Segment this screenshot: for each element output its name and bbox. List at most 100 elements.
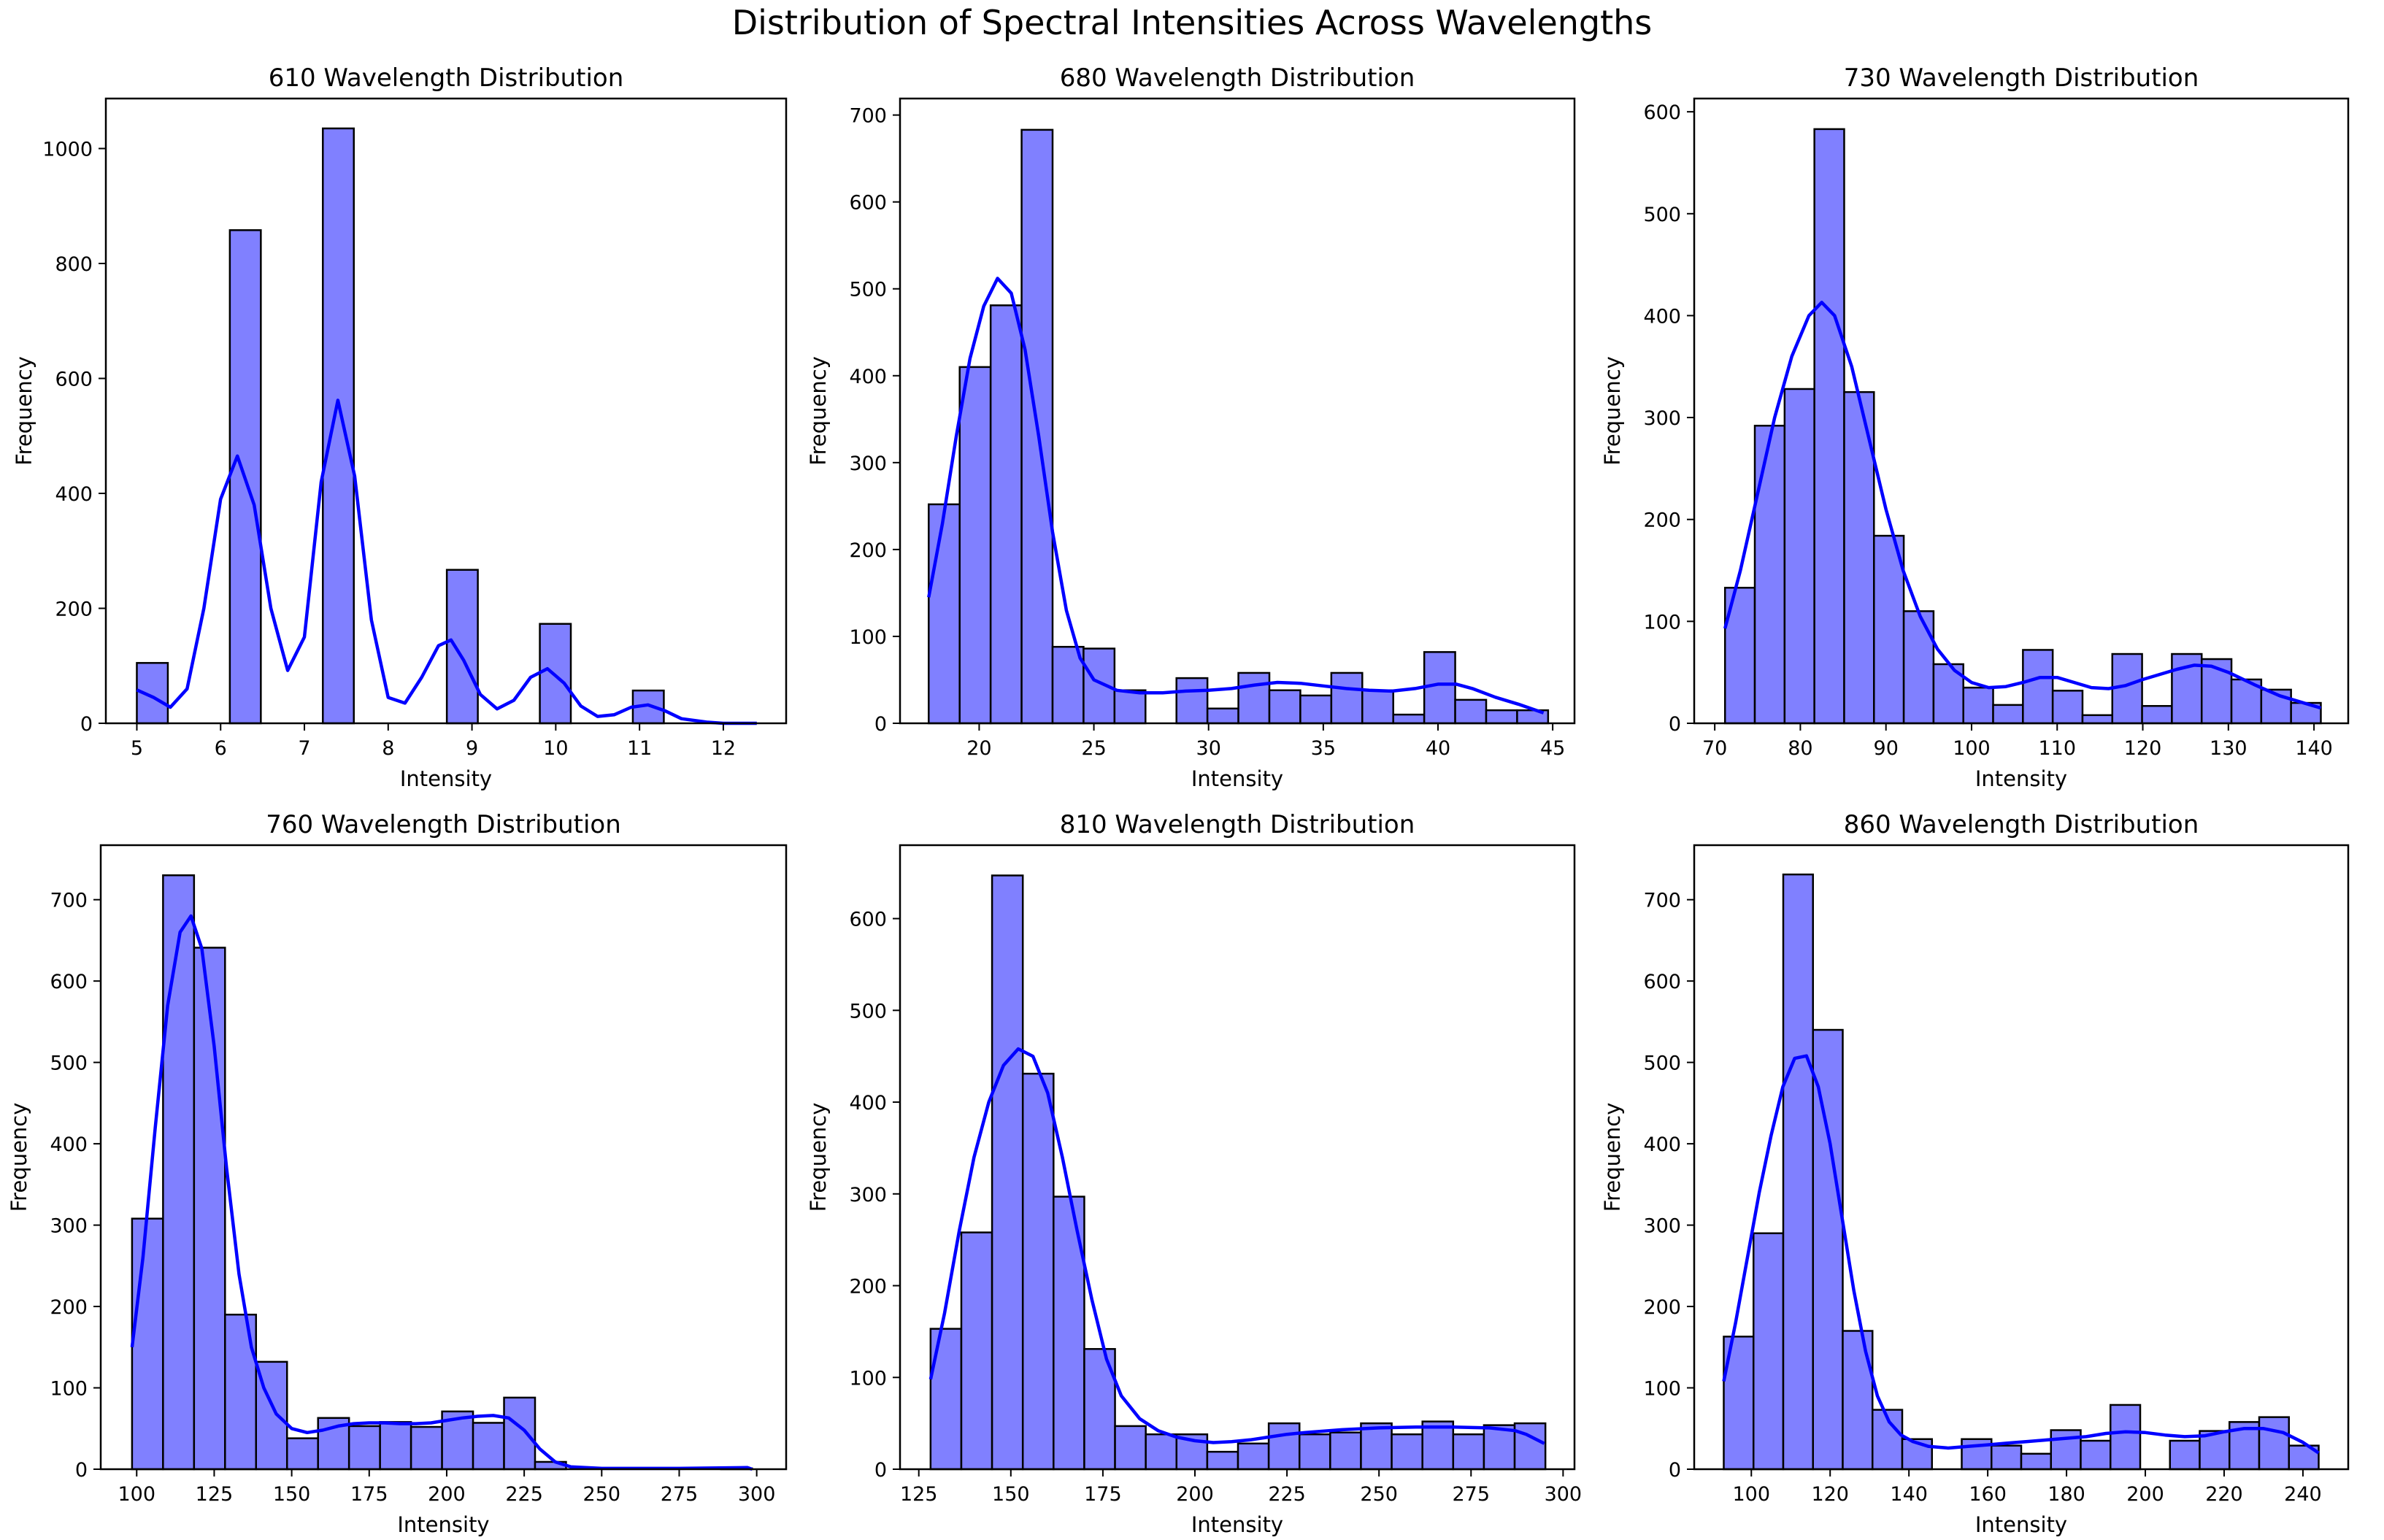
y-axis-label: Frequency [1600,1103,1625,1212]
x-tick-label: 11 [627,737,652,760]
histogram-bar [1485,709,1518,725]
y-tick-label: 200 [1643,509,1681,532]
y-tick-label: 400 [1643,1133,1681,1156]
histogram-bar [1329,1431,1362,1471]
histogram-bar [991,874,1024,1471]
chart-title: 680 Wavelength Distribution [1060,63,1415,93]
histogram-bar [445,569,479,725]
histogram-bar [1145,1433,1178,1471]
histogram-bar [162,874,196,1471]
histogram-bar [1753,424,1786,725]
x-tick-label: 110 [2038,737,2076,760]
chart-title: 810 Wavelength Distribution [1060,810,1415,839]
histogram-bar [2051,690,2084,725]
x-tick-label: 225 [1268,1483,1306,1506]
y-tick-label: 600 [1643,971,1681,993]
histogram-bar [1813,128,1845,725]
histogram-bar [1237,1442,1270,1471]
histogram-bar [472,1422,505,1471]
y-axis-label: Frequency [7,1103,31,1212]
histogram-bar [2141,705,2173,725]
y-axis-label: Frequency [1600,356,1625,466]
kde-line [130,914,753,1471]
histogram-bar [2169,1439,2201,1471]
histogram-bar [1992,704,2024,725]
x-axis-label: Intensity [1975,1512,2067,1537]
histogram-bar [379,1421,412,1471]
y-tick-label: 600 [55,369,93,391]
chart-panel-2: 70 80 90 100 110 120 130 140 0 100 200 300 400 500 600… [1600,63,2350,791]
x-tick-label: 220 [2205,1483,2243,1506]
x-axis-label: Intensity [1975,766,2067,791]
x-tick-label: 100 [118,1483,155,1506]
y-tick-label: 0 [874,713,887,736]
histogram-bar [1175,677,1209,725]
x-tick-label: 40 [1426,737,1450,760]
plot-frame [104,97,788,725]
histogram-bar [1842,1330,1874,1471]
histogram-bar [1206,1450,1239,1471]
x-tick-label: 140 [2295,737,2333,760]
y-tick-label: 0 [80,713,93,736]
x-tick-label: 30 [1196,737,1221,760]
histogram-bar [1452,1433,1485,1471]
y-tick-label: 400 [55,483,93,506]
x-tick-label: 6 [215,737,227,760]
x-tick-label: 200 [2126,1483,2164,1506]
y-tick-label: 500 [849,279,887,301]
y-tick-label: 600 [849,192,887,215]
y-tick-label: 200 [55,598,93,621]
y-tick-label: 100 [1643,1378,1681,1401]
x-tick-label: 300 [738,1483,776,1506]
y-tick-label: 1000 [42,139,93,161]
y-tick-label: 400 [849,1092,887,1114]
histogram-bar [1237,671,1271,725]
histogram-bar [2230,678,2263,725]
histogram-bar [322,127,355,725]
x-tick-label: 45 [1540,737,1565,760]
x-axis-label: Intensity [1191,1512,1283,1537]
x-tick-label: 10 [543,737,568,760]
x-tick-label: 120 [1811,1483,1849,1506]
y-tick-label: 400 [849,366,887,388]
histogram-bar [2081,714,2114,725]
x-tick-label: 140 [1890,1483,1928,1506]
chart-title: 760 Wavelength Distribution [266,810,621,839]
histogram-bar [1783,388,1815,725]
y-tick-label: 400 [1643,305,1681,328]
y-axis-label: Frequency [806,356,831,466]
x-tick-label: 180 [2047,1483,2085,1506]
x-tick-label: 150 [273,1483,311,1506]
figure-title: Distribution of Spectral Intensities Acr… [731,3,1653,42]
y-tick-label: 700 [849,105,887,128]
x-tick-label: 250 [1360,1483,1398,1506]
x-axis-label: Intensity [1191,766,1283,791]
histogram-bar [2288,1444,2320,1471]
histogram-bar [1113,689,1147,725]
y-tick-label: 200 [1643,1296,1681,1319]
y-tick-label: 100 [50,1378,88,1401]
histogram-bar [1454,698,1488,725]
x-axis-label: Intensity [397,1512,489,1537]
histogram-bar [1782,873,1814,1471]
chart-title: 860 Wavelength Distribution [1844,810,2199,839]
histogram-bar [2020,1452,2053,1471]
histogram-bar [1962,686,1994,725]
x-tick-label: 275 [661,1483,699,1506]
y-tick-label: 300 [1643,407,1681,430]
histogram-bar [193,947,226,1471]
histogram-bar [409,1425,443,1471]
x-tick-label: 125 [196,1483,234,1506]
y-tick-label: 0 [75,1459,88,1482]
chart-panel-4: 125 150 175 200 225 250 275 300 0 100 200 300 400 500… [806,810,1582,1537]
y-tick-label: 300 [849,453,887,475]
x-tick-label: 200 [1176,1483,1214,1506]
histogram-bar [2080,1439,2112,1471]
histogram-bar [958,366,992,725]
histogram-bar [1423,651,1456,725]
y-tick-label: 0 [1669,1459,1681,1482]
y-tick-label: 0 [874,1459,887,1482]
histogram-bar [1902,610,1935,725]
x-tick-label: 150 [992,1483,1030,1506]
x-tick-label: 35 [1311,737,1336,760]
